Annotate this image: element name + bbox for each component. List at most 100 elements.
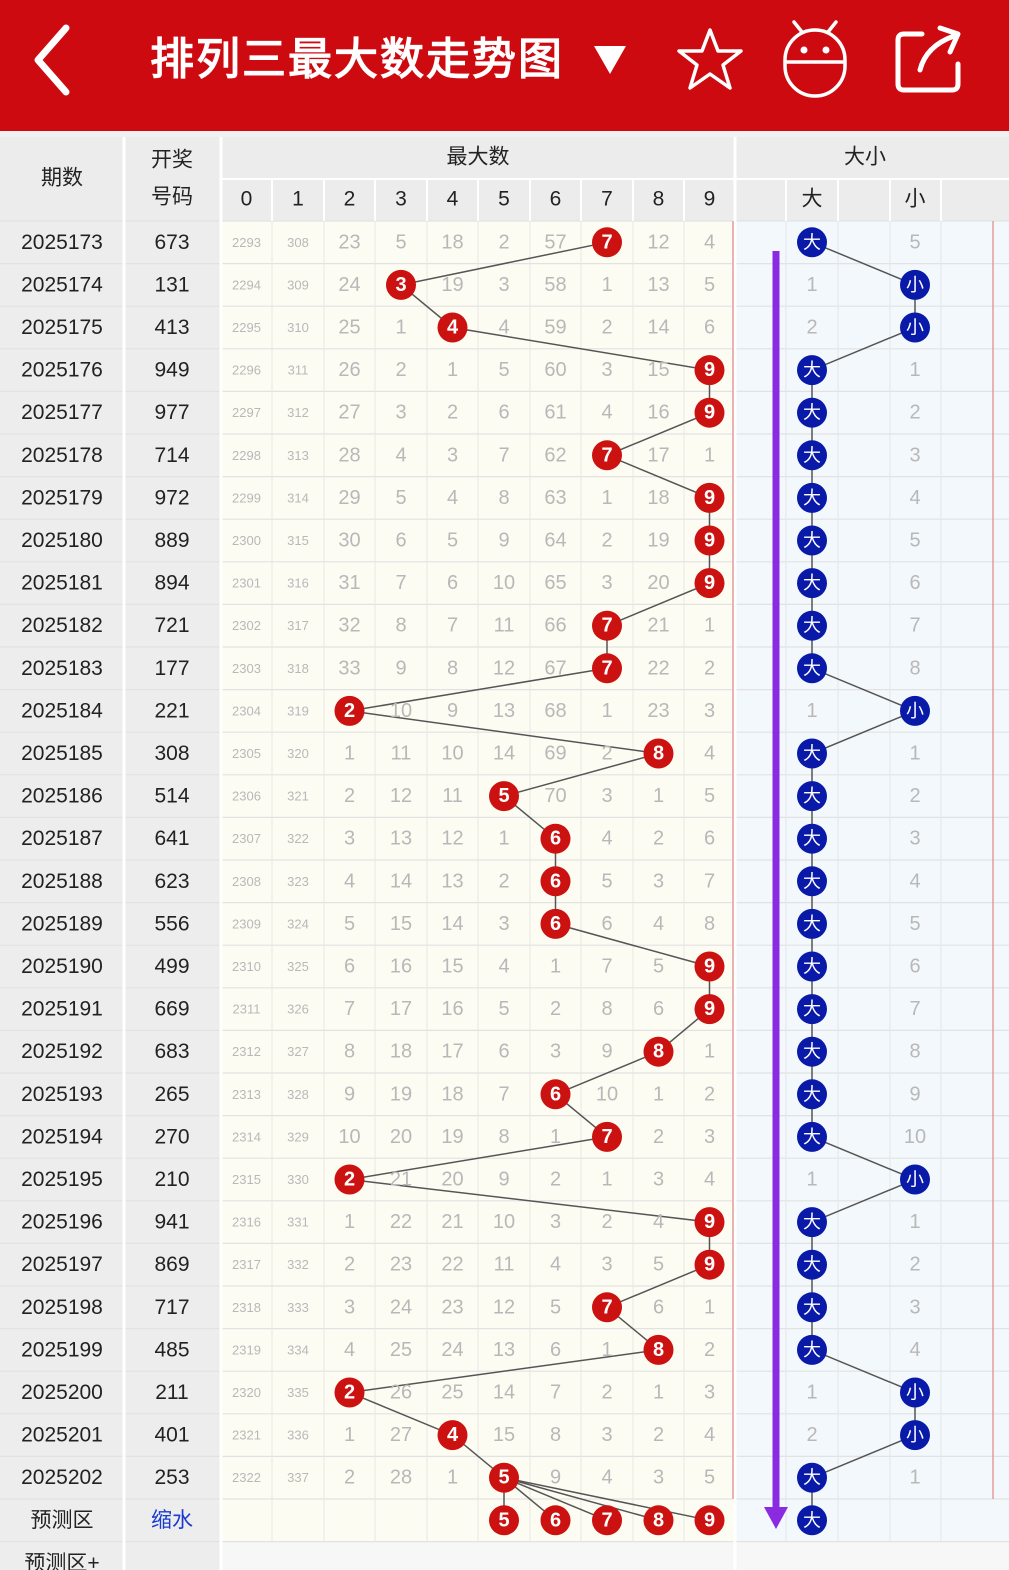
android-icon[interactable] [780,16,850,100]
omission-cell: 319 [287,703,309,718]
draw-number-cell: 221 [154,699,189,722]
small-omission-cell: 8 [909,657,920,679]
max-digit-ball [592,610,622,641]
omission-cell: 2320 [232,1385,261,1400]
header-digit: 8 [653,188,665,211]
omission-cell: 26 [390,1382,412,1404]
dropdown-triangle-icon[interactable] [590,40,630,80]
omission-cell: 3 [447,444,458,466]
omission-cell: 6 [704,317,715,339]
header-max-number: 最大数 [447,146,510,169]
omission-cell: 1 [601,1169,612,1191]
omission-cell: 334 [287,1342,309,1357]
size-area-background [735,221,1009,1542]
draw-number-cell: 721 [154,614,189,637]
max-digit-ball-label: 3 [395,274,406,296]
back-arrow-icon[interactable] [30,22,80,98]
omission-cell: 15 [647,359,669,381]
omission-cell: 8 [447,657,458,679]
omission-cell: 12 [390,785,412,807]
small-ball [900,269,930,300]
small-omission-cell: 7 [909,615,920,637]
omission-cell: 2 [498,231,509,253]
omission-cell: 25 [441,1382,463,1404]
page-title[interactable]: 排列三最大数走势图 [150,34,564,85]
small-omission-cell: 3 [909,828,920,850]
omission-cell: 8 [498,1126,509,1148]
omission-cell: 313 [287,448,309,463]
omission-cell: 2319 [232,1342,261,1357]
omission-cell: 6 [395,530,406,552]
big-ball-label: 大 [803,786,821,806]
small-omission-cell: 2 [909,1254,920,1276]
omission-cell: 1 [344,743,355,765]
header-size: 大小 [844,146,886,169]
omission-cell: 7 [395,572,406,594]
omission-cell: 2296 [232,363,261,378]
predict-plus-label: 预测区+ [24,1552,99,1570]
period-cell: 2025175 [21,316,103,339]
draw-number-cell: 869 [154,1253,189,1276]
omission-cell: 2 [550,998,561,1020]
max-digit-ball-label: 2 [344,1382,355,1404]
omission-cell: 28 [338,444,360,466]
star-icon[interactable] [676,26,744,94]
omission-cell: 7 [344,998,355,1020]
omission-cell: 5 [550,1296,561,1318]
predict-ball [643,1505,674,1536]
draw-number-cell: 499 [154,955,189,978]
max-digit-ball [643,1334,674,1365]
small-omission-cell: 9 [909,1083,920,1105]
omission-cell: 321 [287,789,309,804]
omission-cell: 10 [441,743,463,765]
max-digit-ball [592,653,622,684]
max-digit-ball-label: 8 [653,743,664,765]
small-omission-cell: 4 [909,870,920,892]
omission-cell: 320 [287,746,309,761]
omission-cell: 2 [704,1339,715,1361]
small-ball-label: 小 [906,275,924,295]
draw-number-cell: 131 [154,273,189,296]
max-digit-ball-label: 9 [704,956,715,978]
omission-cell: 13 [647,274,669,296]
small-omission-cell: 4 [909,487,920,509]
omission-cell: 3 [601,785,612,807]
app-header: 排列三最大数走势图 [0,0,1009,131]
draw-number-cell: 308 [154,742,189,765]
max-digit-ball [489,1462,519,1493]
draw-number-cell: 265 [154,1083,189,1106]
omission-cell: 10 [493,1211,515,1233]
omission-cell: 2 [653,1126,664,1148]
omission-cell: 2 [447,402,458,424]
period-cell: 2025189 [21,912,103,935]
omission-cell: 4 [447,487,458,509]
period-cell: 2025198 [21,1296,103,1319]
period-cell: 2025197 [21,1253,103,1276]
omission-cell: 2304 [232,703,261,718]
omission-cell: 3 [653,1467,664,1489]
big-omission-cell: 1 [806,274,817,296]
omission-cell: 31 [338,572,360,594]
omission-cell: 1 [601,274,612,296]
draw-number-cell: 717 [154,1296,189,1319]
big-ball-label: 大 [803,871,821,891]
predict-ball-label: 5 [498,1509,509,1531]
omission-cell: 2295 [232,320,261,335]
omission-cell: 9 [498,1169,509,1191]
share-icon[interactable] [892,20,966,96]
omission-cell: 4 [344,870,355,892]
omission-cell: 4 [344,1339,355,1361]
omission-cell: 5 [395,487,406,509]
omission-cell: 6 [498,402,509,424]
omission-cell: 28 [390,1467,412,1489]
big-ball-label: 大 [803,744,821,764]
big-ball-label: 大 [803,1340,821,1360]
big-ball-label: 大 [803,1212,821,1232]
omission-cell: 23 [441,1296,463,1318]
omission-cell: 5 [704,785,715,807]
omission-cell: 4 [704,231,715,253]
omission-cell: 331 [287,1215,309,1230]
omission-cell: 17 [441,1041,463,1063]
period-cell: 2025193 [21,1083,103,1106]
omission-cell: 2 [653,1424,664,1446]
